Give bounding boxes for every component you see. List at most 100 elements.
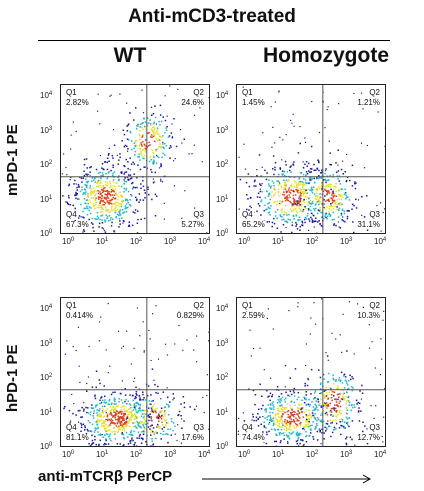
event-dot bbox=[308, 218, 310, 220]
event-dot bbox=[325, 395, 328, 397]
event-dot bbox=[307, 202, 309, 204]
event-dot bbox=[339, 412, 342, 415]
event-dot bbox=[127, 139, 130, 141]
event-dot bbox=[298, 205, 300, 207]
event-dot bbox=[112, 218, 114, 220]
event-dot bbox=[353, 204, 355, 207]
event-dot bbox=[335, 224, 337, 227]
event-dot bbox=[303, 178, 305, 180]
event-dot bbox=[354, 183, 356, 185]
event-dot bbox=[324, 426, 326, 429]
event-dot bbox=[272, 168, 274, 170]
event-dot bbox=[118, 398, 120, 400]
event-dot bbox=[331, 199, 334, 201]
event-dot bbox=[320, 184, 323, 186]
event-dot bbox=[155, 305, 157, 307]
event-dot bbox=[360, 92, 363, 94]
event-dot bbox=[319, 431, 321, 433]
event-dot bbox=[157, 413, 160, 415]
event-dot bbox=[289, 377, 291, 379]
event-dot bbox=[122, 212, 124, 214]
event-dot bbox=[337, 398, 339, 401]
event-dot bbox=[144, 126, 146, 128]
event-dot bbox=[268, 202, 271, 204]
event-dot bbox=[127, 206, 129, 209]
event-dot bbox=[143, 350, 145, 352]
event-dot bbox=[311, 186, 313, 188]
event-dot bbox=[113, 397, 116, 399]
event-dot bbox=[134, 406, 136, 408]
event-dot bbox=[134, 209, 137, 211]
event-dot bbox=[111, 205, 113, 207]
event-dot bbox=[102, 436, 104, 438]
quadrant-name-q3: Q3 bbox=[368, 423, 381, 432]
event-dot bbox=[311, 221, 314, 223]
event-dot bbox=[151, 149, 153, 151]
event-dot bbox=[135, 409, 137, 411]
event-dot bbox=[153, 130, 155, 133]
event-dot bbox=[305, 399, 307, 401]
event-dot bbox=[319, 193, 321, 195]
event-dot bbox=[262, 416, 264, 418]
event-dot bbox=[117, 430, 119, 432]
quadrant-name-q1: Q1 bbox=[241, 88, 254, 97]
event-dot bbox=[331, 414, 334, 417]
event-dot bbox=[287, 197, 289, 199]
event-dot bbox=[138, 435, 141, 437]
event-dot bbox=[106, 412, 109, 415]
event-dot bbox=[149, 144, 151, 146]
event-dot bbox=[293, 395, 296, 397]
event-dot bbox=[299, 210, 302, 213]
event-dot bbox=[133, 430, 135, 433]
event-dot bbox=[169, 401, 171, 403]
event-dot bbox=[99, 382, 101, 385]
event-dot bbox=[146, 395, 149, 397]
event-dot bbox=[276, 421, 279, 424]
event-dot bbox=[161, 414, 163, 417]
event-dot bbox=[70, 420, 72, 422]
event-dot bbox=[123, 191, 125, 193]
event-dot bbox=[105, 438, 107, 440]
event-dot bbox=[99, 414, 101, 416]
event-dot bbox=[139, 143, 141, 146]
event-dot bbox=[343, 427, 346, 429]
event-dot bbox=[92, 417, 95, 419]
event-dot bbox=[119, 220, 121, 222]
event-dot bbox=[293, 176, 296, 179]
event-dot bbox=[139, 433, 141, 436]
event-dot bbox=[284, 197, 286, 200]
event-dot bbox=[171, 136, 174, 138]
x-tick-label: 101 bbox=[96, 449, 108, 459]
event-dot bbox=[206, 394, 208, 397]
density-dots bbox=[61, 298, 209, 446]
event-dot bbox=[321, 188, 323, 190]
event-dot bbox=[112, 422, 114, 425]
event-dot bbox=[299, 422, 301, 425]
event-dot bbox=[123, 426, 125, 429]
event-dot bbox=[314, 413, 316, 415]
event-dot bbox=[142, 409, 145, 412]
event-dot bbox=[308, 209, 310, 211]
event-dot bbox=[279, 426, 281, 428]
event-dot bbox=[158, 167, 161, 169]
event-dot bbox=[111, 221, 113, 224]
tick-base: 10 bbox=[216, 91, 225, 100]
event-dot bbox=[99, 211, 102, 213]
tick-base: 10 bbox=[40, 160, 49, 169]
event-dot bbox=[104, 402, 107, 404]
event-dot bbox=[263, 421, 265, 423]
event-dot bbox=[104, 405, 106, 407]
event-dot bbox=[113, 430, 115, 433]
event-dot bbox=[320, 405, 323, 407]
event-dot bbox=[112, 157, 114, 159]
event-dot bbox=[94, 396, 96, 398]
event-dot bbox=[339, 194, 341, 196]
event-dot bbox=[125, 203, 128, 205]
event-dot bbox=[265, 208, 267, 211]
event-dot bbox=[338, 180, 341, 182]
event-dot bbox=[114, 208, 116, 210]
event-dot bbox=[305, 192, 307, 195]
event-dot bbox=[162, 146, 164, 149]
event-dot bbox=[289, 417, 291, 419]
event-dot bbox=[291, 205, 294, 208]
